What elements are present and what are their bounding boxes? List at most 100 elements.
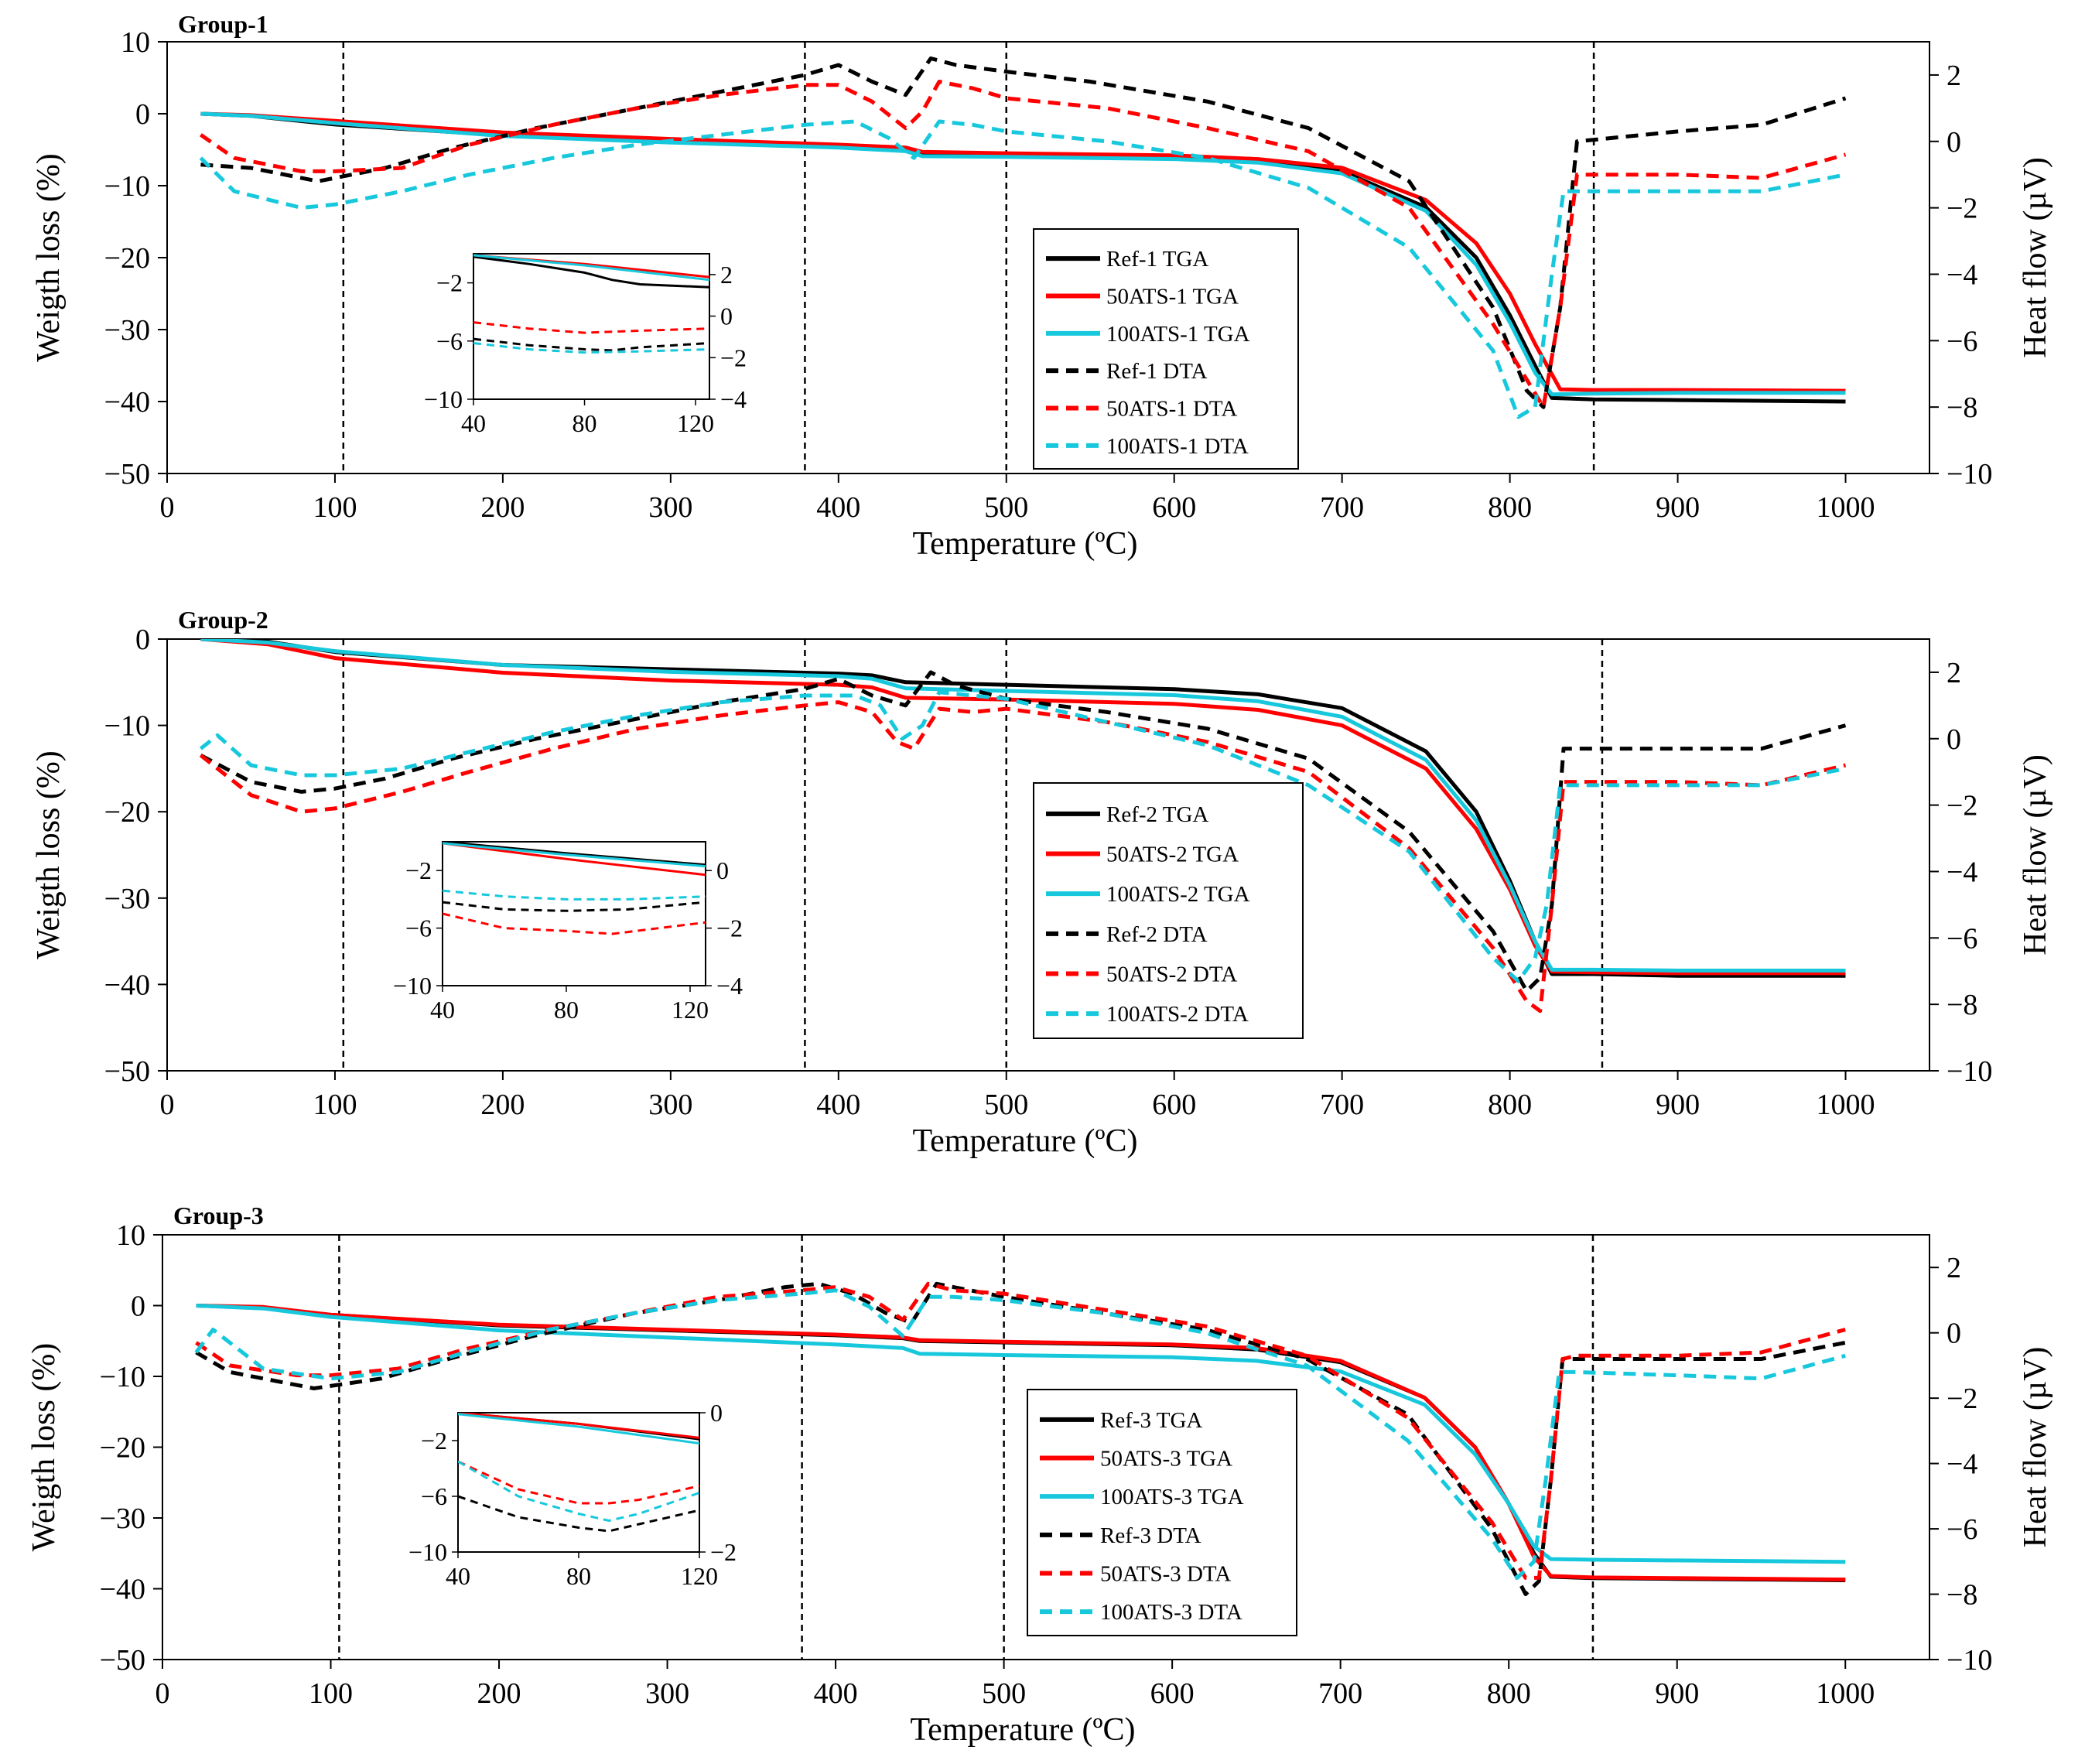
chart-group-1: Group-10 100 200 300 400 500 600 700 800 900 10001… [31, 10, 2053, 562]
inset-y-tick-label: −6 [421, 1482, 447, 1510]
x-tick-label: 800 [1487, 1677, 1531, 1710]
inset-series-line-100ats-2-tga [443, 842, 706, 868]
x-tick-label: 0 [160, 491, 175, 524]
series-line-50ats-1-dta [199, 80, 1847, 409]
y-tick-label: −20 [104, 796, 150, 829]
y2-tick-label: −10 [1947, 458, 1992, 491]
y2-tick-label: −6 [1947, 325, 1977, 357]
inset-y-tick-label: −10 [424, 385, 463, 413]
legend-label: 50ATS-1 DTA [1106, 397, 1237, 422]
series-line-100ats-1-dta [199, 119, 1846, 419]
y2-tick-label: −8 [1947, 391, 1977, 424]
inset-series-line-100ats-2-dta [443, 889, 706, 901]
y2-tick-label: 2 [1947, 1252, 1961, 1284]
x-tick-label: 300 [648, 1089, 692, 1121]
x-tick-label: 400 [814, 1677, 858, 1710]
x-tick-label: 900 [1655, 1677, 1699, 1710]
y2-tick-label: −4 [1947, 258, 1977, 291]
x-tick-label: 1000 [1817, 1089, 1875, 1121]
y-tick-label: 10 [121, 26, 150, 59]
x-tick-label: 600 [1152, 1089, 1196, 1121]
inset-series-layer [458, 1413, 699, 1533]
inset-series-line-100ats-3-tga [458, 1413, 699, 1445]
y-tick-label: −20 [100, 1432, 145, 1465]
y2-tick-label: −4 [1947, 1448, 1977, 1481]
inset-x-tick-label: 40 [461, 409, 486, 437]
series-line-100ats-3-dta [194, 1288, 1846, 1580]
x-tick-label: 100 [313, 1089, 357, 1121]
x-tick-label: 700 [1320, 491, 1364, 524]
legend-label: 50ATS-3 TGA [1100, 1447, 1232, 1472]
inset-y-tick-label: −2 [421, 1427, 447, 1455]
y-tick-label: −30 [100, 1502, 145, 1535]
legend-label: Ref-1 DTA [1106, 359, 1208, 384]
inset-y-tick-label: −2 [405, 856, 432, 884]
inset-series-layer [443, 842, 706, 935]
x-tick-label: 300 [648, 491, 692, 524]
inset-y-tick-label: −6 [436, 327, 463, 355]
y2-tick-label: 0 [1947, 126, 1961, 159]
y-axis-label: Weigth loss (%) [31, 750, 67, 959]
y-tick-label: 0 [131, 1291, 145, 1323]
y2-tick-label: −2 [1947, 1383, 1977, 1415]
y-tick-label: −20 [104, 242, 150, 275]
y2-tick-label: −2 [1947, 193, 1977, 225]
y2-axis-label: Heat flow (µV) [2018, 157, 2053, 358]
x-tick-label: 500 [984, 1089, 1028, 1121]
inset-series-line-ref-2-tga [443, 842, 706, 867]
inset-y2-tick-label: −2 [720, 344, 747, 371]
chart-title: Group-2 [178, 606, 268, 634]
x-tick-label: 800 [1488, 491, 1532, 524]
inset-x-tick-label: 120 [677, 409, 714, 437]
x-tick-label: 600 [1150, 1677, 1195, 1710]
legend-label: 50ATS-2 TGA [1106, 843, 1239, 867]
y2-tick-label: −10 [1947, 1644, 1992, 1677]
inset-y2-tick-label: 0 [716, 856, 729, 884]
y-tick-label: −10 [100, 1361, 145, 1393]
series-layer [194, 1281, 1846, 1596]
y2-tick-label: −8 [1947, 1579, 1977, 1612]
inset-series-line-50ats-3-tga [458, 1413, 699, 1439]
y-tick-label: −40 [100, 1574, 145, 1606]
y-tick-label: −50 [104, 458, 150, 491]
y2-tick-label: −2 [1947, 790, 1977, 822]
legend-label: Ref-3 TGA [1100, 1408, 1202, 1433]
y-tick-label: −30 [104, 314, 150, 347]
legend-label: 100ATS-2 TGA [1106, 882, 1250, 907]
series-layer [199, 56, 1847, 419]
legend-label: Ref-2 TGA [1106, 802, 1208, 827]
inset-x-tick-label: 80 [566, 1562, 591, 1590]
chart-title: Group-3 [173, 1202, 264, 1229]
y2-axis-label: Heat flow (µV) [2018, 1347, 2053, 1548]
series-layer [199, 639, 1847, 1014]
legend-label: 50ATS-3 DTA [1100, 1562, 1231, 1587]
x-tick-label: 100 [309, 1677, 353, 1710]
inset-series-layer [473, 254, 709, 354]
y-tick-label: −40 [104, 969, 150, 1001]
inset-y-tick-label: −10 [408, 1538, 447, 1566]
inset-series-line-50ats-3-dta [458, 1460, 699, 1505]
x-tick-label: 700 [1318, 1677, 1362, 1710]
inset-series-line-50ats-2-dta [443, 912, 706, 935]
inset-x-tick-label: 40 [446, 1562, 470, 1590]
x-axis-label: Temperature (ºC) [912, 1123, 1137, 1159]
y2-tick-label: −4 [1947, 856, 1977, 888]
x-tick-label: 0 [156, 1677, 170, 1710]
y-axis-label: Weigth loss (%) [26, 1343, 62, 1552]
y-tick-label: −50 [100, 1644, 145, 1677]
inset-y-tick-label: −6 [405, 914, 432, 942]
series-line-50ats-3-dta [195, 1281, 1846, 1580]
y2-tick-label: 2 [1947, 60, 1961, 92]
inset-chart: 40 80 120−2−6−100−2 [408, 1399, 737, 1590]
y-tick-label: 0 [135, 624, 150, 656]
inset-series-line-100ats-1-tga [473, 254, 709, 282]
legend-label: Ref-2 DTA [1106, 922, 1208, 947]
inset-frame [473, 253, 710, 400]
x-tick-label: 400 [816, 1089, 860, 1121]
y-tick-label: −30 [104, 883, 150, 915]
inset-y-tick-label: −2 [436, 269, 463, 297]
inset-chart: 40 80 120 −2 −6 −10 2 0 −2 −4 [424, 253, 747, 437]
inset-y2-tick-label: 0 [710, 1399, 723, 1427]
legend-label: 50ATS-2 DTA [1106, 962, 1237, 987]
